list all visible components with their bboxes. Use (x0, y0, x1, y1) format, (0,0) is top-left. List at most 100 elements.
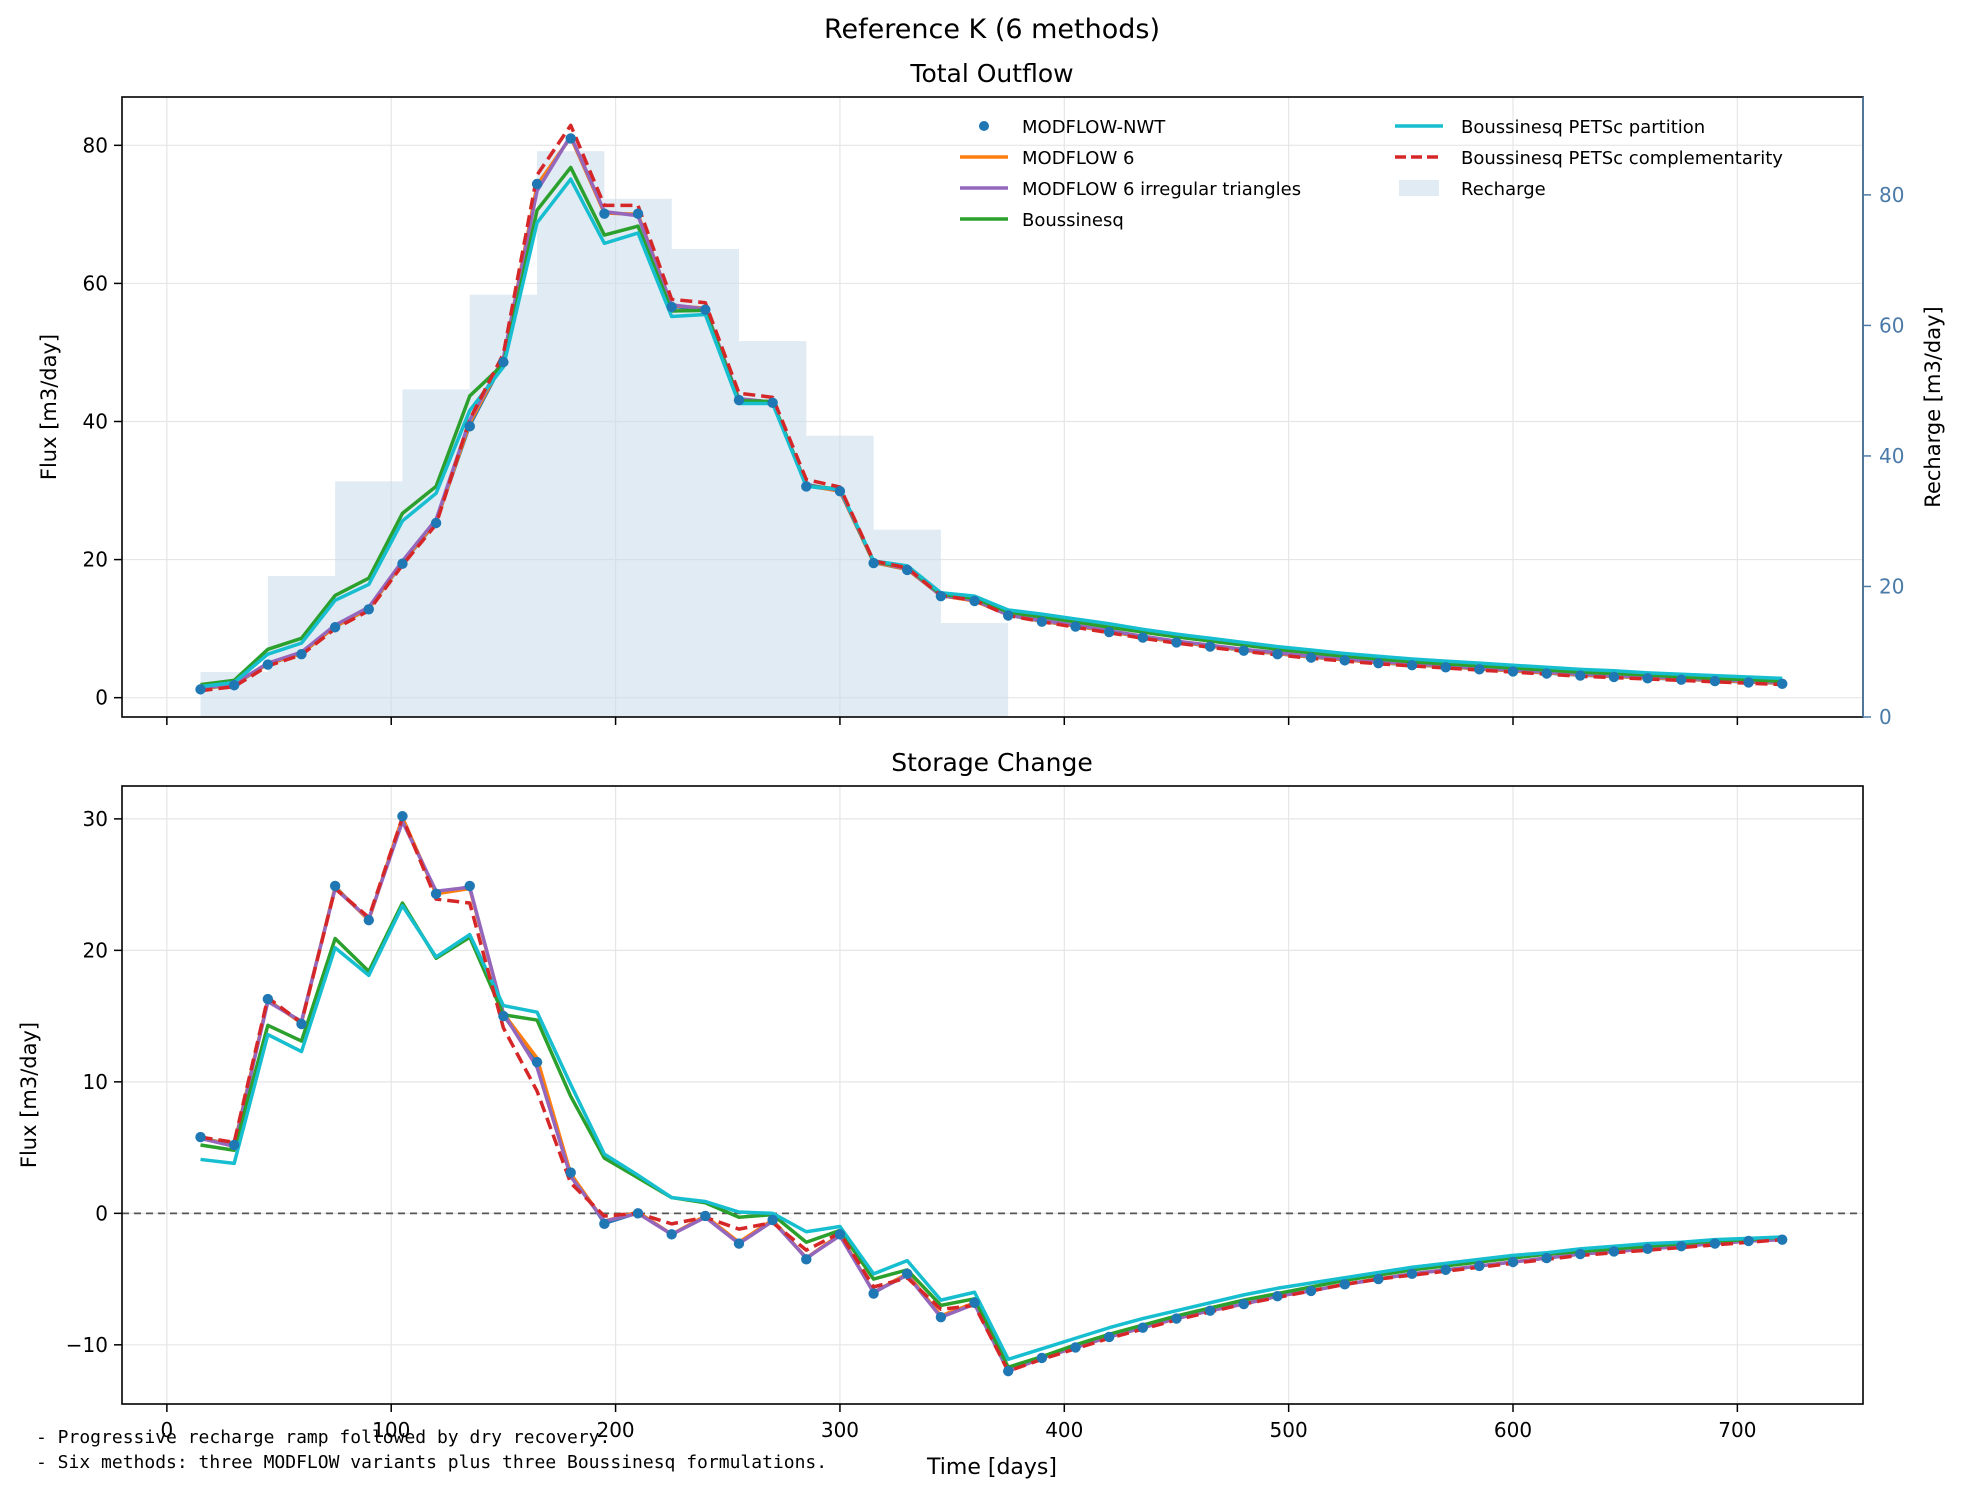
modflow-nwt-point (228, 680, 240, 691)
storage-change-title: Storage Change (891, 748, 1092, 777)
modflow-nwt-point (1507, 1256, 1519, 1268)
legend-label-petsc-complementarity: Boussinesq PETSc complementarity (1461, 148, 1783, 169)
modflow-nwt-point (1003, 1365, 1014, 1377)
storage-change-y-tick-label: 10 (83, 1070, 108, 1094)
legend-label-petsc-partition: Boussinesq PETSc partition (1461, 117, 1705, 138)
modflow-nwt-point (868, 557, 879, 569)
modflow-nwt-point (868, 1288, 879, 1299)
storage-change-x-tick-label: 300 (821, 1418, 859, 1442)
modflow-nwt-point (902, 564, 913, 576)
storage-change-panel: 0 100 200 300 400 500 600 700 −10 0 10 20 30 Storag… (17, 748, 1864, 1480)
modflow-nwt-point (1204, 641, 1216, 652)
total-outflow-y-tick-label: 60 (83, 271, 108, 295)
modflow-nwt-point (700, 304, 711, 315)
modflow-nwt-point (397, 811, 408, 822)
modflow-nwt-point (1777, 678, 1788, 690)
modflow-nwt-point (801, 1254, 812, 1265)
modflow-nwt-point (1474, 664, 1485, 675)
modflow-nwt-point (969, 595, 980, 607)
modflow-nwt-point (531, 178, 543, 190)
legend-swatch-recharge (1399, 180, 1439, 196)
modflow-nwt-point (599, 208, 610, 219)
modflow-nwt-point (565, 133, 576, 144)
footnote-line-2: - Six methods: three MODFLOW variants pl… (36, 1452, 827, 1473)
storage-change-x-tick-label: 600 (1494, 1418, 1532, 1442)
modflow-nwt-point (1272, 1290, 1283, 1302)
legend-item-modflow6: MODFLOW 6 (960, 148, 1134, 169)
recharge-bar (940, 623, 1009, 717)
modflow-nwt-point (1003, 610, 1014, 621)
modflow-nwt-point (935, 590, 947, 602)
modflow-nwt-point (733, 1238, 745, 1249)
series-line-boussinesq-petsc-partition (200, 903, 1783, 1362)
figure-suptitle: Reference K (6 methods) (824, 14, 1160, 45)
modflow-nwt-point (1036, 1352, 1048, 1364)
recharge-axis-label: Recharge [m3/day] (1921, 306, 1945, 507)
modflow-nwt-point (1204, 1305, 1216, 1316)
series-line-boussinesq (200, 165, 1783, 687)
legend-item-modflow-nwt: MODFLOW-NWT (979, 117, 1166, 138)
modflow-nwt-point (1137, 1322, 1149, 1333)
modflow-nwt-point (1373, 657, 1384, 669)
modflow-nwt-point (1676, 674, 1687, 685)
modflow-nwt-point (935, 1312, 947, 1323)
modflow-nwt-point (363, 914, 374, 926)
modflow-nwt-point (1541, 1252, 1552, 1264)
modflow-nwt-point (1305, 652, 1317, 663)
modflow-nwt-point (767, 1214, 778, 1226)
storage-change-y-ticks: −10 0 10 20 30 (66, 807, 122, 1357)
modflow-nwt-point (1777, 1234, 1788, 1245)
series-line-boussinesq-petsc-partition (200, 177, 1783, 689)
legend-label-modflow6: MODFLOW 6 (1022, 148, 1134, 169)
modflow-nwt-point (430, 517, 442, 529)
recharge-tick-label: 40 (1879, 444, 1904, 468)
total-outflow-ylabel: Flux [m3/day] (37, 334, 61, 480)
storage-change-ylabel: Flux [m3/day] (17, 1022, 41, 1168)
recharge-bar (806, 435, 874, 717)
recharge-tick-label: 20 (1879, 574, 1904, 598)
storage-change-xlabel: Time [days] (926, 1455, 1057, 1480)
modflow-nwt-point (1036, 616, 1048, 627)
legend-label-recharge: Recharge (1461, 179, 1546, 200)
storage-change-x-tick-label: 700 (1718, 1418, 1756, 1442)
modflow-nwt-point (1743, 1235, 1754, 1247)
series-line-boussinesq (200, 901, 1783, 1369)
storage-change-x-tick-label: 400 (1045, 1418, 1083, 1442)
storage-change-series (195, 811, 1788, 1377)
modflow-nwt-point (262, 659, 274, 670)
modflow-nwt-point (1339, 1279, 1350, 1290)
total-outflow-panel: 0 20 40 60 80 0 20 40 60 80 Total Outflow Flux [… (37, 59, 1945, 729)
modflow-nwt-point (1406, 1268, 1418, 1280)
modflow-nwt-point (1070, 1342, 1081, 1353)
storage-change-x-tick-label: 0 (161, 1418, 174, 1442)
modflow-nwt-point (565, 1167, 576, 1178)
modflow-nwt-point (1743, 677, 1754, 688)
modflow-nwt-point (666, 1229, 677, 1240)
modflow-nwt-point (1272, 648, 1283, 660)
modflow-nwt-point (1171, 637, 1182, 648)
total-outflow-y-tick-label: 0 (95, 686, 108, 710)
total-outflow-series (195, 123, 1788, 695)
storage-change-y-tick-label: 30 (83, 807, 108, 831)
modflow-nwt-point (363, 604, 374, 615)
modflow-nwt-point (1642, 1243, 1653, 1255)
total-outflow-y-tick-label: 80 (83, 133, 108, 157)
modflow-nwt-point (1171, 1313, 1182, 1324)
modflow-nwt-point (498, 1010, 509, 1022)
legend-item-modflow6-triangles: MODFLOW 6 irregular triangles (960, 179, 1301, 200)
storage-change-x-ticks: 0 100 200 300 400 500 600 700 (161, 1404, 1756, 1442)
modflow-nwt-point (733, 394, 745, 406)
storage-change-y-tick-label: 0 (95, 1201, 108, 1225)
modflow-nwt-point (195, 1131, 206, 1143)
modflow-nwt-point (632, 208, 644, 219)
recharge-bar (873, 529, 941, 717)
modflow-nwt-point (1709, 675, 1721, 687)
legend-item-recharge: Recharge (1399, 179, 1546, 200)
modflow-nwt-point (1507, 666, 1519, 677)
modflow-nwt-point (1406, 660, 1418, 671)
modflow-nwt-point (969, 1297, 980, 1308)
total-outflow-y-tick-label: 40 (83, 409, 108, 433)
modflow-nwt-point (1575, 670, 1586, 681)
legend: MODFLOW-NWT MODFLOW 6 MODFLOW 6 irregula… (960, 117, 1783, 231)
